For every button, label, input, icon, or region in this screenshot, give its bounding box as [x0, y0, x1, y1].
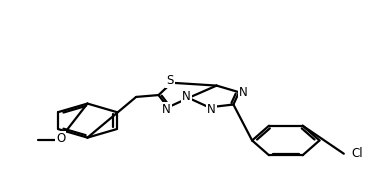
Text: N: N: [182, 90, 191, 103]
Text: Cl: Cl: [351, 147, 363, 160]
Text: O: O: [56, 132, 65, 145]
Text: N: N: [239, 86, 248, 99]
Text: N: N: [207, 103, 216, 116]
Text: S: S: [166, 74, 173, 87]
Text: N: N: [162, 103, 170, 116]
